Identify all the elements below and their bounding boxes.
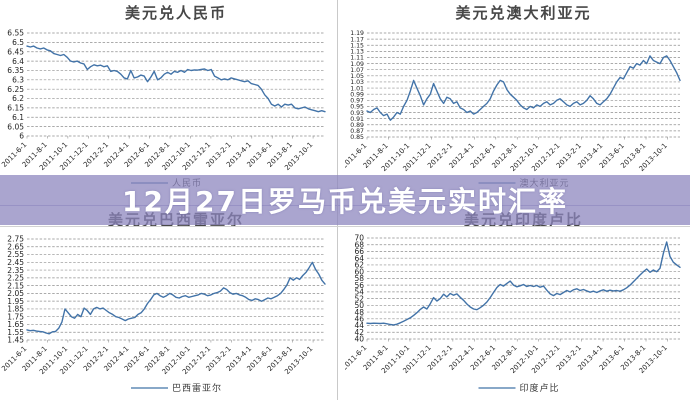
y-axis-label: 1.55 <box>7 328 24 337</box>
y-axis-label: 2.65 <box>7 242 24 251</box>
y-axis-label: 1.03 <box>350 79 364 86</box>
series-line <box>366 241 681 326</box>
y-axis-label: 2.55 <box>7 250 24 259</box>
horizontal-divider <box>0 226 690 227</box>
y-axis-label: 6.55 <box>7 29 24 38</box>
y-axis-label: 2.45 <box>7 258 24 267</box>
headline-banner: 12月27日罗马币兑美元实时汇率 <box>0 175 690 225</box>
y-axis-label: 70 <box>354 234 364 243</box>
y-axis-label: 60 <box>354 267 364 276</box>
y-axis-label: 0.85 <box>350 134 364 141</box>
y-axis-label: 6.35 <box>7 66 24 75</box>
y-axis-label: 1.19 <box>350 30 364 37</box>
y-axis-label: 1.15 <box>350 42 364 49</box>
y-axis-label: 6.25 <box>7 85 24 94</box>
y-axis-label: 0.95 <box>350 104 364 111</box>
legend-label: 巴西雷亚尔 <box>172 382 222 394</box>
chart-usd-aud: 1.19 1.17 1.15 1.13 1.11 1.09 1.07 1.05 1.03 1.01… <box>340 0 690 200</box>
y-axis-label: 68 <box>354 240 364 249</box>
y-axis-label: 2.15 <box>7 281 24 290</box>
y-axis-label: 66 <box>354 247 364 256</box>
y-axis-label: 48 <box>354 308 364 317</box>
y-axis-label: 6.3 <box>12 76 24 85</box>
y-axis-label: 6.1 <box>12 113 24 122</box>
chart-svg: 2.752.652.552.452.352.252.152.051.951.85… <box>0 211 326 394</box>
chart-usd-brl: 2.75 2.65 2.55 2.45 2.35 2.25 2.15 2.05 1.95 1.85… <box>0 200 345 400</box>
y-axis-label: 44 <box>354 321 364 330</box>
y-axis-label: 0.99 <box>350 91 364 98</box>
y-axis-label: 52 <box>354 294 364 303</box>
y-axis-label: 0.89 <box>350 122 364 129</box>
y-axis-label: 1.07 <box>350 67 364 74</box>
y-axis-label: 6.2 <box>12 94 24 103</box>
y-axis-label: 46 <box>354 315 364 324</box>
chart-usd-inr: 70 68 66 64 62 60 58 56 54 52 50 48 46 44 42 40 2011-6-1… <box>340 200 690 400</box>
y-axis-label: 1.45 <box>7 336 24 345</box>
y-axis-label: 0.91 <box>350 116 364 123</box>
chart-svg: 706866646260585654525048464442402011-6-1… <box>340 211 681 394</box>
series-line <box>366 55 681 121</box>
headline-text: 12月27日罗马币兑美元实时汇率 <box>122 185 568 218</box>
y-axis-label: 2.25 <box>7 274 24 283</box>
y-axis-label: 6 <box>19 132 24 141</box>
y-axis-label: 62 <box>354 261 364 270</box>
y-axis-label: 0.93 <box>350 110 364 117</box>
y-axis-label: 1.95 <box>7 297 24 306</box>
chart-svg: 6.556.56.456.46.356.36.256.26.156.16.056… <box>0 4 326 189</box>
y-axis-label: 6.45 <box>7 47 24 56</box>
y-axis-label: 1.65 <box>7 320 24 329</box>
y-axis-label: 54 <box>354 288 364 297</box>
y-axis-label: 0.87 <box>350 128 364 135</box>
y-axis-label: 56 <box>354 281 364 290</box>
y-axis-label: 1.17 <box>350 36 364 43</box>
y-axis-label: 6.15 <box>7 104 24 113</box>
y-axis-label: 40 <box>354 335 364 344</box>
y-axis-label: 2.35 <box>7 266 24 275</box>
y-axis-label: 6.5 <box>12 38 24 47</box>
y-axis-label: 1.85 <box>7 305 24 314</box>
y-axis-label: 1.11 <box>350 55 364 62</box>
series-line <box>26 45 326 113</box>
y-axis-label: 64 <box>354 254 364 263</box>
y-axis-label: 6.4 <box>12 57 24 66</box>
chart-svg: 1.191.171.151.131.111.091.071.051.031.01… <box>340 4 681 189</box>
y-axis-label: 6.05 <box>7 122 24 131</box>
y-axis-label: 1.75 <box>7 312 24 321</box>
chart-usd-cny: 6.55 6.5 6.45 6.4 6.35 6.3 6.25 6.2 6.15 6.1 6.05 6… <box>0 0 345 200</box>
y-axis-label: 42 <box>354 328 364 337</box>
y-axis-label: 50 <box>354 301 364 310</box>
y-axis-label: 2.05 <box>7 289 24 298</box>
y-axis-label: 1.05 <box>350 73 364 80</box>
series-line <box>26 261 326 335</box>
y-axis-label: 1.13 <box>350 49 364 56</box>
y-axis-label: 58 <box>354 274 364 283</box>
y-axis-label: 0.97 <box>350 98 364 105</box>
y-axis-label: 1.09 <box>350 61 364 68</box>
y-axis-label: 2.75 <box>7 235 24 244</box>
chart-title: 美元兑人民币 <box>125 4 227 22</box>
legend-label: 印度卢比 <box>520 382 560 394</box>
y-axis-label: 1.01 <box>350 85 364 92</box>
chart-title: 美元兑澳大利亚元 <box>455 4 591 22</box>
